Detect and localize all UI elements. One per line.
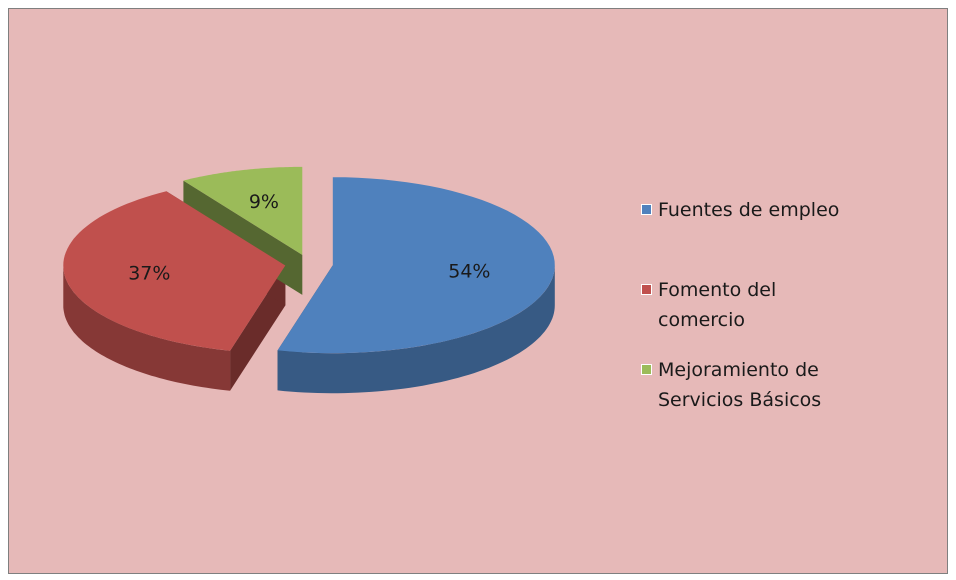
legend-item: Fomento del comercio bbox=[641, 275, 911, 335]
data-label: 54% bbox=[448, 261, 490, 283]
legend-item: Mejoramiento de Servicios Básicos bbox=[641, 355, 911, 415]
legend-swatch bbox=[641, 284, 652, 295]
legend-label: Mejoramiento de Servicios Básicos bbox=[658, 359, 822, 411]
chart-area: 54% 37% 9% Fuentes de empleo Fomento del co… bbox=[8, 8, 948, 574]
data-label: 37% bbox=[128, 263, 170, 285]
pie-chart: 54% 37% 9% bbox=[63, 166, 555, 394]
legend-swatch bbox=[641, 204, 652, 215]
slice bbox=[277, 177, 555, 354]
legend-item: Fuentes de empleo bbox=[641, 195, 911, 225]
slice-wall bbox=[277, 265, 555, 394]
legend-swatch bbox=[641, 364, 652, 375]
slice bbox=[183, 166, 303, 255]
legend-label: Fuentes de empleo bbox=[658, 199, 840, 221]
data-label: 9% bbox=[249, 191, 279, 213]
slice-wall bbox=[63, 265, 231, 391]
slice bbox=[63, 191, 286, 351]
legend-label: Fomento del comercio bbox=[658, 279, 777, 331]
